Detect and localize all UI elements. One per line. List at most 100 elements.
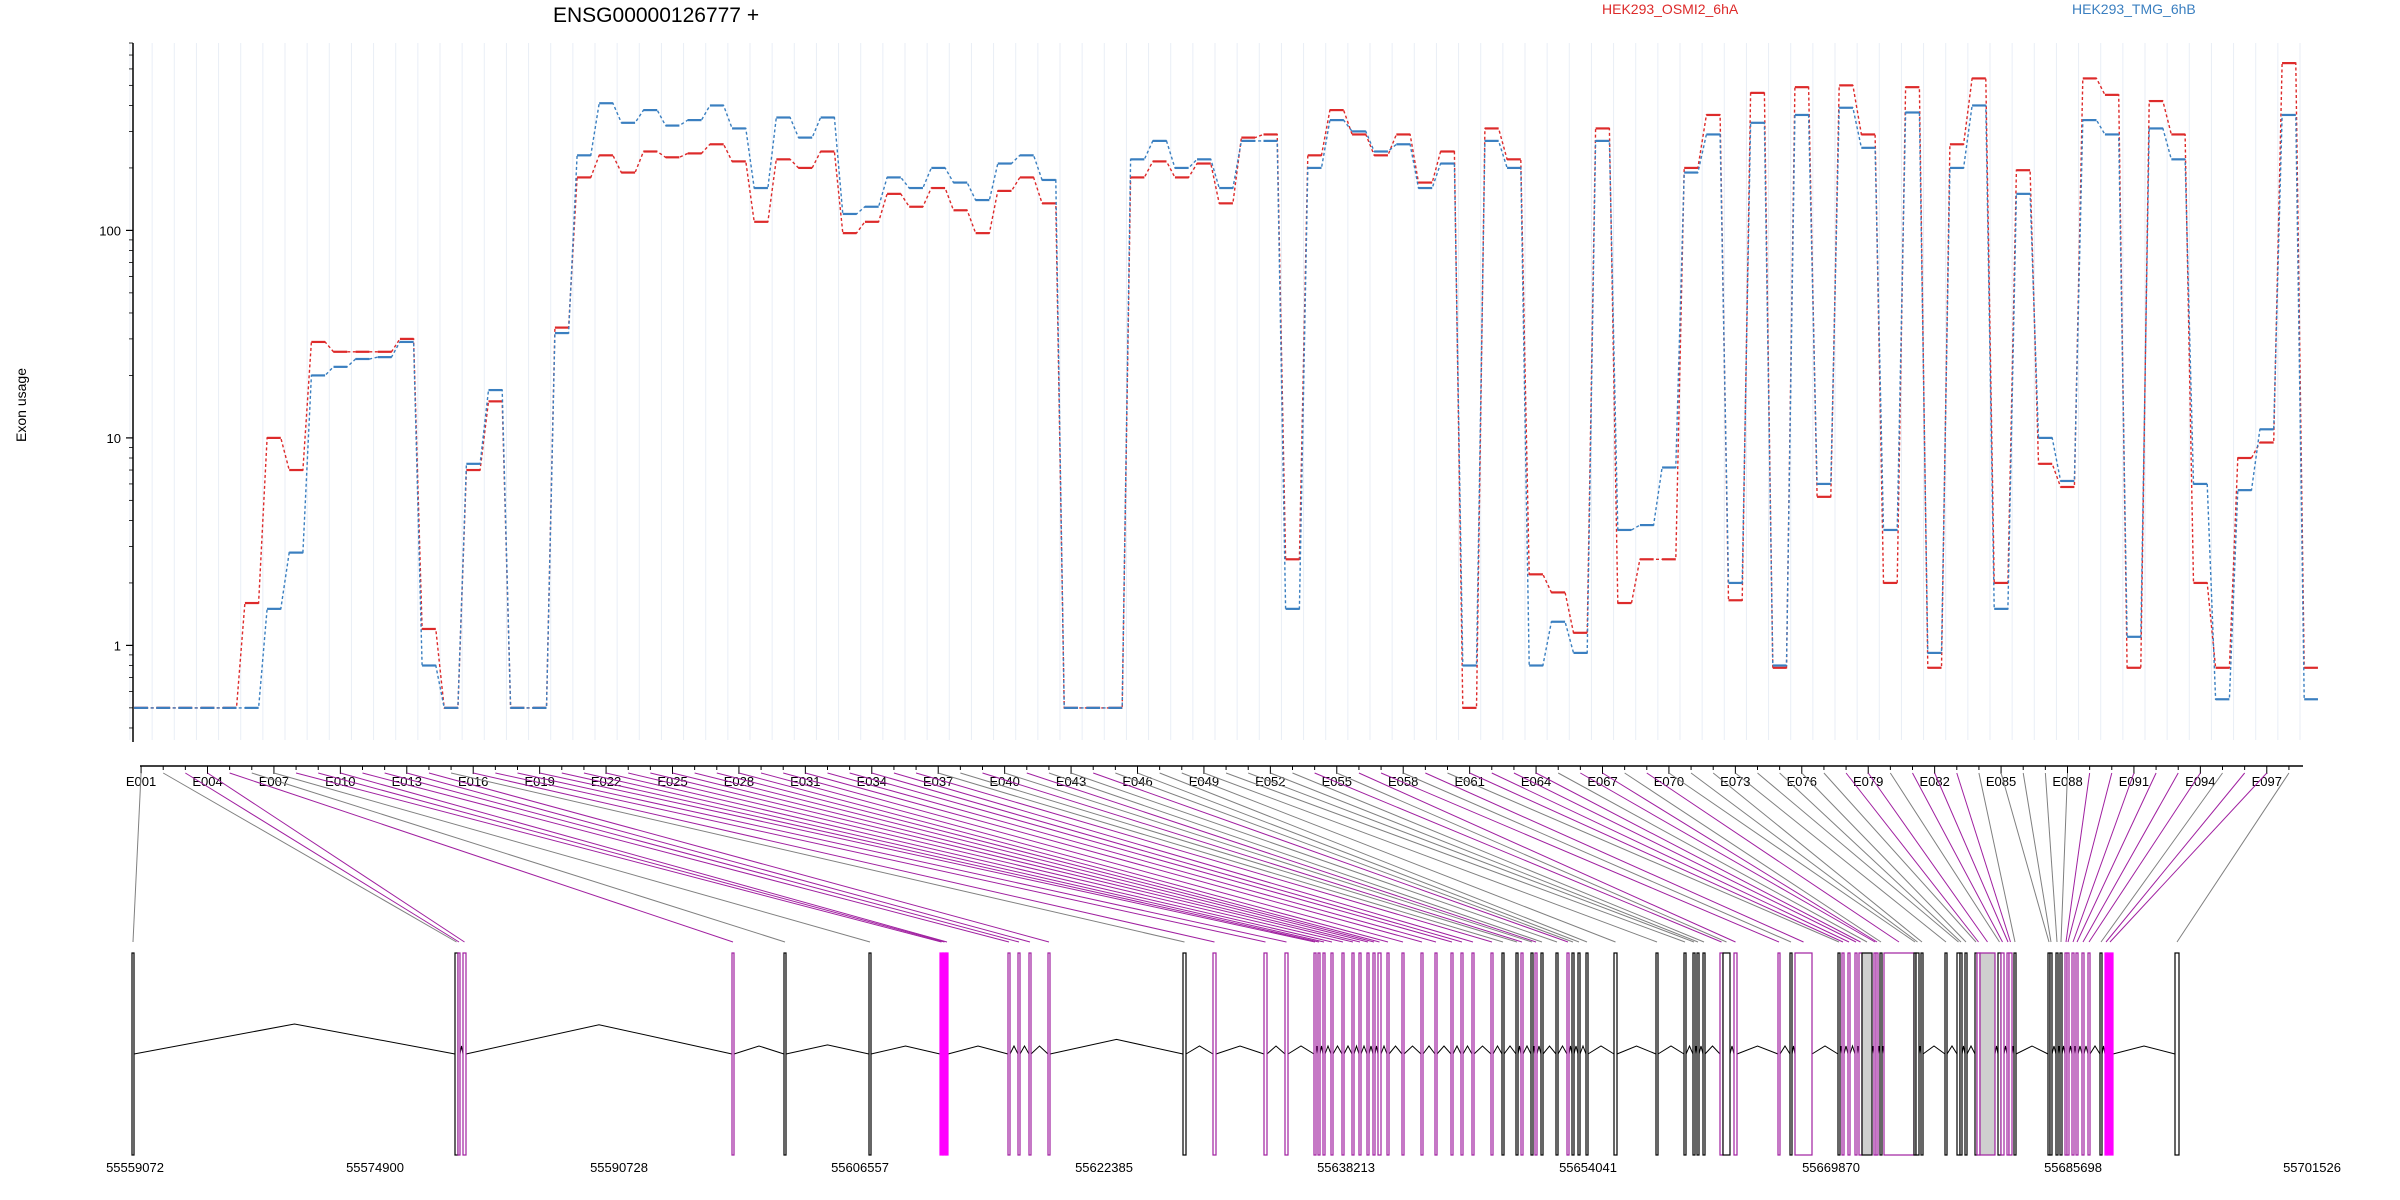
- exon-link-line: [1270, 772, 1699, 943]
- exon-block: [1401, 952, 1405, 1156]
- exon-link-line: [960, 772, 1518, 943]
- exon-block: [2071, 952, 2075, 1156]
- x-tick-label: E079: [1853, 774, 1883, 789]
- exon-link-line: [1159, 772, 1588, 943]
- intron-line: [1536, 1045, 1542, 1055]
- exon-block: [1322, 952, 1326, 1156]
- exon-link-line: [1889, 772, 2000, 943]
- exon-link-line: [1048, 772, 1543, 943]
- exon-block: [1434, 952, 1438, 1156]
- exon-block: [1017, 952, 1021, 1156]
- exon-link-line: [2067, 772, 2113, 943]
- x-tick-label: E082: [1919, 774, 1949, 789]
- exon-link-line: [1535, 772, 1861, 943]
- intron-line: [1811, 1045, 1839, 1055]
- exon-block: [1920, 952, 1924, 1156]
- exon-block: [1330, 952, 1334, 1156]
- exon-link-line: [1403, 772, 1792, 943]
- x-tick-label: E091: [2119, 774, 2149, 789]
- exon-link-line: [273, 772, 871, 943]
- exon-link-line: [2088, 772, 2201, 943]
- exon-link-line: [340, 772, 948, 943]
- exon-link-line: [1735, 772, 1947, 943]
- exon-link-line: [1956, 772, 2011, 943]
- exon-link-line: [251, 772, 786, 943]
- intron-line: [1368, 1045, 1374, 1055]
- exon-link-line: [1358, 772, 1736, 943]
- exon-link-line: [428, 772, 1050, 943]
- intron-line: [1704, 1045, 1721, 1055]
- legend-series-1: HEK293_OSMI2_6hA: [1602, 1, 1739, 17]
- x-tick-label: E016: [458, 774, 488, 789]
- intron-line: [947, 1045, 1009, 1055]
- x-tick-label: E019: [524, 774, 554, 789]
- exon-link-line: [295, 772, 942, 943]
- exon-link-line: [406, 772, 1031, 943]
- exon-link-line: [1292, 772, 1705, 943]
- intron-line: [733, 1045, 785, 1055]
- exon-link-line: [2060, 772, 2068, 943]
- exon-link-line: [1093, 772, 1569, 943]
- exon-block: [1515, 952, 1519, 1156]
- intron-line: [1287, 1045, 1315, 1055]
- x-tick-label: E064: [1521, 774, 1551, 789]
- exon-link-line: [2076, 772, 2157, 943]
- exon-block: [1317, 952, 1321, 1156]
- exon-block: [1555, 952, 1559, 1156]
- x-tick-label: E010: [325, 774, 355, 789]
- exon-block: [1420, 952, 1424, 1156]
- exon-link-line: [1867, 772, 1988, 943]
- exon-block: [1490, 952, 1494, 1156]
- exon-block: [1613, 952, 1618, 1156]
- exon-block: [1520, 952, 1524, 1156]
- x-tick-label: E067: [1587, 774, 1617, 789]
- exon-link-line: [450, 772, 1185, 943]
- exon-block: [1655, 952, 1659, 1156]
- exon-link-line: [1115, 772, 1574, 943]
- exon-block: [2106, 952, 2114, 1156]
- exon-block: [1915, 952, 1920, 1156]
- exon-block: [1351, 952, 1355, 1156]
- exon-link-line: [207, 772, 465, 943]
- exon-block: [1696, 952, 1700, 1156]
- exon-link-line: [716, 772, 1375, 943]
- exon-link-line: [1004, 772, 1533, 943]
- exon-link-line: [1314, 772, 1722, 943]
- genomic-coordinate-label: 55590728: [590, 1160, 648, 1175]
- exon-link-line: [827, 772, 1437, 943]
- intron-line: [1030, 1045, 1049, 1055]
- genomic-coordinate-label: 55685698: [2044, 1160, 2102, 1175]
- exon-block: [1182, 952, 1187, 1156]
- exon-link-line: [2044, 772, 2058, 943]
- genomic-coordinate-label: 55622385: [1075, 1160, 1133, 1175]
- grid: [129, 43, 2301, 740]
- exon-link-line: [938, 772, 1504, 943]
- intron-line: [1185, 1045, 1214, 1055]
- exon-link-line: [1646, 772, 1900, 943]
- intron-line: [1403, 1045, 1422, 1055]
- exon-link-line: [982, 772, 1523, 943]
- x-tick-label: E094: [2185, 774, 2215, 789]
- exon-block: [1047, 952, 1051, 1156]
- exon-link-line: [539, 772, 1316, 943]
- exon-link-line: [384, 772, 1020, 943]
- intron-line: [1587, 1045, 1615, 1055]
- exon-link-line: [162, 772, 457, 943]
- exon-link-line: [1447, 772, 1840, 943]
- exon-block: [1577, 952, 1581, 1156]
- exon-link-line: [1137, 772, 1580, 943]
- exon-link-line: [495, 772, 1266, 943]
- exon-block: [1501, 952, 1505, 1156]
- gene-model-track: 55559072 55574900 55590728 55606557 55622385…: [106, 952, 2341, 1175]
- exon-link-line: [849, 772, 1453, 943]
- exon-block: [1534, 952, 1538, 1156]
- exon-block: [2000, 952, 2005, 1156]
- exon-block: [1964, 952, 1968, 1156]
- exon-block: [1722, 952, 1731, 1156]
- exon-link-line: [1580, 772, 1876, 943]
- intron-line: [1503, 1045, 1517, 1055]
- exon-link-line: [1978, 772, 2016, 943]
- exon-block: [1837, 952, 1841, 1156]
- exon-link-line: [1026, 772, 1537, 943]
